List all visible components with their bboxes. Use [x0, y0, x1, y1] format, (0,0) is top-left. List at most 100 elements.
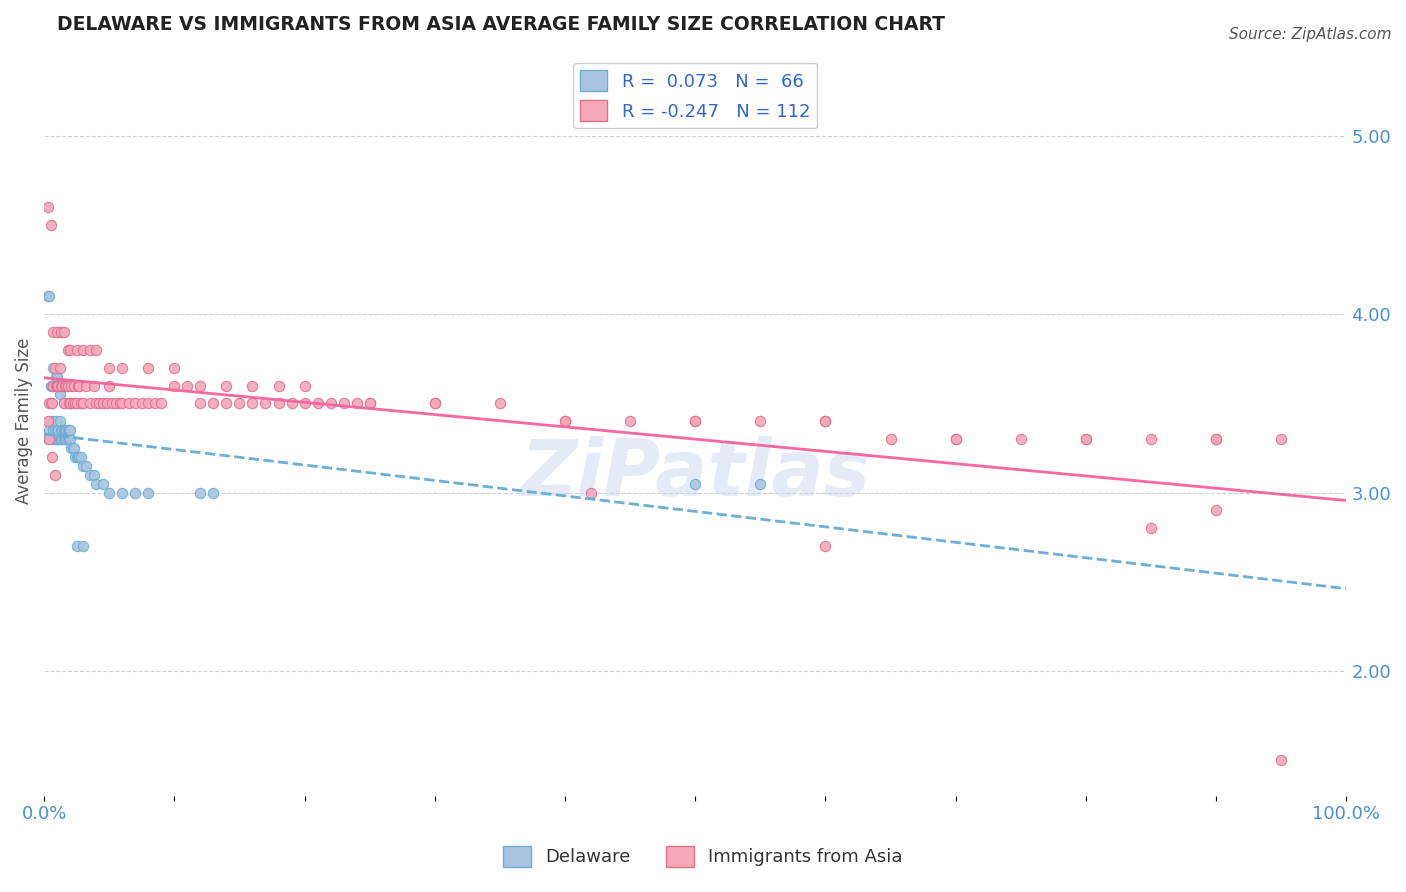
Point: [63, 441, 86, 455]
Point: [332, 396, 354, 410]
Point: [101, 396, 124, 410]
Point: [67, 450, 90, 464]
Point: [190, 378, 212, 392]
Point: [66, 396, 89, 410]
Point: [111, 396, 134, 410]
Point: [56, 423, 79, 437]
Point: [37, 200, 59, 214]
Point: [111, 485, 134, 500]
Point: [619, 414, 641, 428]
Point: [39, 396, 62, 410]
Point: [814, 414, 837, 428]
Point: [45, 414, 67, 428]
Point: [143, 396, 166, 410]
Point: [49, 325, 72, 339]
Point: [136, 396, 159, 410]
Point: [1140, 521, 1163, 535]
Point: [91, 396, 114, 410]
Point: [45, 432, 67, 446]
Point: [1205, 432, 1227, 446]
Point: [489, 396, 512, 410]
Point: [42, 414, 65, 428]
Point: [41, 396, 63, 410]
Point: [51, 378, 73, 392]
Point: [75, 458, 97, 473]
Point: [52, 396, 75, 410]
Point: [83, 467, 105, 482]
Point: [242, 378, 264, 392]
Point: [75, 378, 97, 392]
Point: [215, 396, 238, 410]
Point: [53, 378, 76, 392]
Point: [84, 343, 107, 357]
Point: [38, 289, 60, 303]
Point: [38, 423, 60, 437]
Point: [1074, 432, 1097, 446]
Point: [56, 343, 79, 357]
Point: [48, 432, 70, 446]
Point: [267, 378, 290, 392]
Point: [42, 378, 65, 392]
Point: [49, 423, 72, 437]
Y-axis label: Average Family Size: Average Family Size: [15, 338, 32, 504]
Point: [45, 369, 67, 384]
Point: [59, 396, 82, 410]
Point: [228, 396, 250, 410]
Point: [52, 423, 75, 437]
Point: [79, 467, 101, 482]
Point: [267, 396, 290, 410]
Point: [359, 396, 381, 410]
Point: [72, 458, 94, 473]
Point: [242, 396, 264, 410]
Point: [87, 396, 110, 410]
Point: [554, 414, 576, 428]
Point: [96, 396, 118, 410]
Point: [44, 423, 66, 437]
Point: [150, 396, 173, 410]
Point: [683, 414, 706, 428]
Point: [48, 432, 70, 446]
Point: [44, 432, 66, 446]
Point: [55, 432, 77, 446]
Point: [41, 378, 63, 392]
Point: [46, 432, 69, 446]
Point: [55, 423, 77, 437]
Point: [749, 476, 772, 491]
Point: [254, 396, 277, 410]
Point: [202, 396, 225, 410]
Point: [46, 378, 69, 392]
Point: [72, 396, 94, 410]
Point: [38, 432, 60, 446]
Point: [294, 396, 316, 410]
Point: [37, 289, 59, 303]
Point: [66, 450, 89, 464]
Point: [66, 378, 89, 392]
Point: [91, 476, 114, 491]
Point: [41, 432, 63, 446]
Point: [55, 378, 77, 392]
Point: [98, 378, 121, 392]
Point: [108, 396, 131, 410]
Point: [39, 218, 62, 232]
Point: [58, 396, 80, 410]
Point: [49, 378, 72, 392]
Point: [51, 432, 73, 446]
Point: [945, 432, 967, 446]
Point: [945, 432, 967, 446]
Point: [44, 467, 66, 482]
Point: [59, 423, 82, 437]
Point: [46, 423, 69, 437]
Point: [84, 476, 107, 491]
Point: [423, 396, 446, 410]
Point: [48, 414, 70, 428]
Point: [58, 423, 80, 437]
Point: [66, 343, 89, 357]
Point: [44, 360, 66, 375]
Point: [359, 396, 381, 410]
Point: [190, 485, 212, 500]
Point: [69, 396, 91, 410]
Point: [1010, 432, 1032, 446]
Point: [60, 378, 83, 392]
Point: [124, 485, 146, 500]
Point: [814, 414, 837, 428]
